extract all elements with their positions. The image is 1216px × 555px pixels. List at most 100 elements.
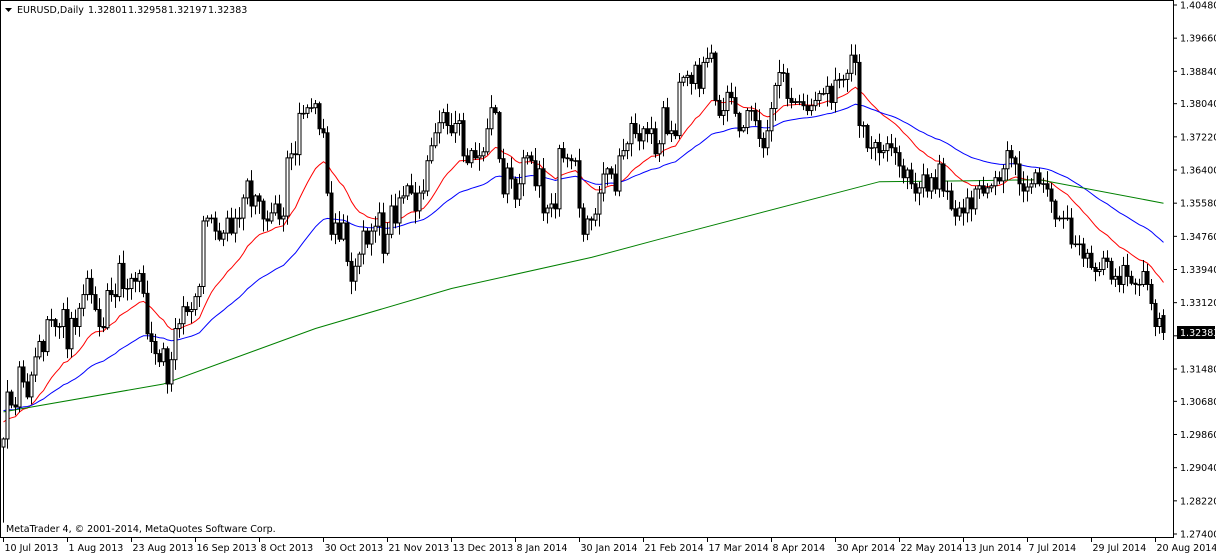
candle	[397, 190, 402, 235]
candle	[1053, 199, 1058, 228]
candle	[177, 318, 182, 338]
candle-body-bear	[365, 230, 370, 245]
candle	[661, 100, 666, 157]
candle-body-bull	[401, 195, 406, 199]
candle-body-bull	[661, 107, 666, 145]
candle	[1089, 245, 1094, 270]
y-tick-label: 1.36400	[1180, 166, 1216, 177]
candle	[789, 87, 794, 109]
candle	[653, 121, 658, 158]
y-tick-label: 1.38040	[1180, 99, 1216, 110]
price-axis[interactable]: 1.40480 1.39660 1.38840 1.38040 1.37220 1.364…	[1173, 1, 1216, 541]
candle	[909, 162, 914, 190]
candle-body-bull	[69, 317, 74, 350]
candle-body-bull	[457, 120, 462, 124]
candle	[941, 157, 946, 197]
candle-body-bull	[825, 85, 830, 95]
candle	[505, 162, 510, 204]
candle-body-bear	[53, 319, 58, 328]
candle	[625, 141, 630, 160]
candle	[293, 141, 298, 166]
y-tick-label: 1.33120	[1180, 298, 1216, 309]
candle-body-bull	[285, 157, 290, 217]
candle-body-bear	[753, 110, 758, 122]
y-tick-label: 1.28220	[1180, 496, 1216, 507]
candle-body-bear	[761, 137, 766, 149]
candle	[933, 169, 938, 194]
candle	[873, 139, 878, 161]
candle-body-bull	[657, 143, 662, 155]
candle	[533, 147, 538, 191]
candle	[465, 148, 470, 166]
candle	[133, 272, 138, 293]
candle	[657, 140, 662, 163]
candle	[1001, 164, 1006, 194]
candle	[141, 265, 146, 298]
candle-body-bull	[17, 366, 22, 408]
ohlc-low: 1.32197	[168, 5, 207, 16]
candle-body-bear	[157, 353, 162, 363]
candle	[733, 86, 738, 117]
candle-body-bull	[521, 157, 526, 185]
candle	[1037, 167, 1042, 187]
candle-body-bull	[429, 145, 434, 162]
candle	[449, 113, 454, 137]
candle-body-bull	[921, 174, 926, 189]
candle-body-bull	[385, 233, 390, 254]
candle-body-bull	[1121, 264, 1126, 285]
candle	[1069, 208, 1074, 249]
plot-border	[0, 0, 1174, 538]
candle	[949, 182, 954, 211]
candle-body-bear	[89, 277, 94, 296]
candle-body-bull	[773, 84, 778, 110]
candle	[1105, 250, 1110, 268]
candle	[545, 204, 550, 224]
candle	[73, 309, 78, 335]
candle	[1137, 278, 1142, 296]
candle	[409, 173, 414, 195]
candle	[761, 132, 766, 158]
candle	[737, 111, 742, 138]
candle	[433, 123, 438, 149]
candle-body-bull	[945, 190, 950, 193]
candle-body-bull	[269, 212, 274, 222]
candle-body-bear	[113, 294, 118, 298]
candle	[97, 298, 102, 337]
candle-body-bull	[1113, 275, 1118, 280]
candle	[529, 151, 534, 165]
time-axis[interactable]: 10 Jul 2013 1 Aug 2013 23 Aug 2013 16 Sep 2…	[3, 537, 1216, 554]
candle-body-bear	[329, 192, 334, 235]
price-tag-bg	[1177, 326, 1215, 339]
candle-body-bear	[645, 128, 650, 135]
candle	[481, 147, 486, 162]
candle-body-bull	[841, 78, 846, 81]
candle	[161, 342, 166, 366]
candle	[557, 144, 562, 217]
candle	[609, 166, 614, 179]
candle-body-bear	[789, 97, 794, 103]
candle	[69, 311, 74, 358]
candle-body-bull	[641, 128, 646, 142]
y-tick-label: 1.33940	[1180, 265, 1216, 276]
candle	[229, 207, 234, 236]
candle	[829, 83, 834, 110]
candle	[581, 203, 586, 242]
candle	[125, 278, 130, 301]
candle-body-bear	[757, 120, 762, 139]
candle	[45, 316, 50, 356]
candle-body-bull	[45, 319, 50, 353]
candle-body-bear	[689, 74, 694, 84]
candle-body-bull	[453, 122, 458, 134]
candle	[869, 136, 874, 160]
candle-body-bear	[613, 173, 618, 192]
candle-body-bear	[249, 180, 254, 207]
x-tick-label: 20 Aug 2014	[1157, 543, 1216, 554]
candle-body-bear	[829, 85, 834, 103]
candle	[153, 333, 158, 365]
candle	[85, 270, 90, 301]
triangle-down-icon[interactable]	[5, 8, 12, 12]
x-tick-label: 30 Oct 2013	[325, 543, 384, 554]
candle	[473, 142, 478, 160]
y-tick-label: 1.37220	[1180, 132, 1216, 143]
